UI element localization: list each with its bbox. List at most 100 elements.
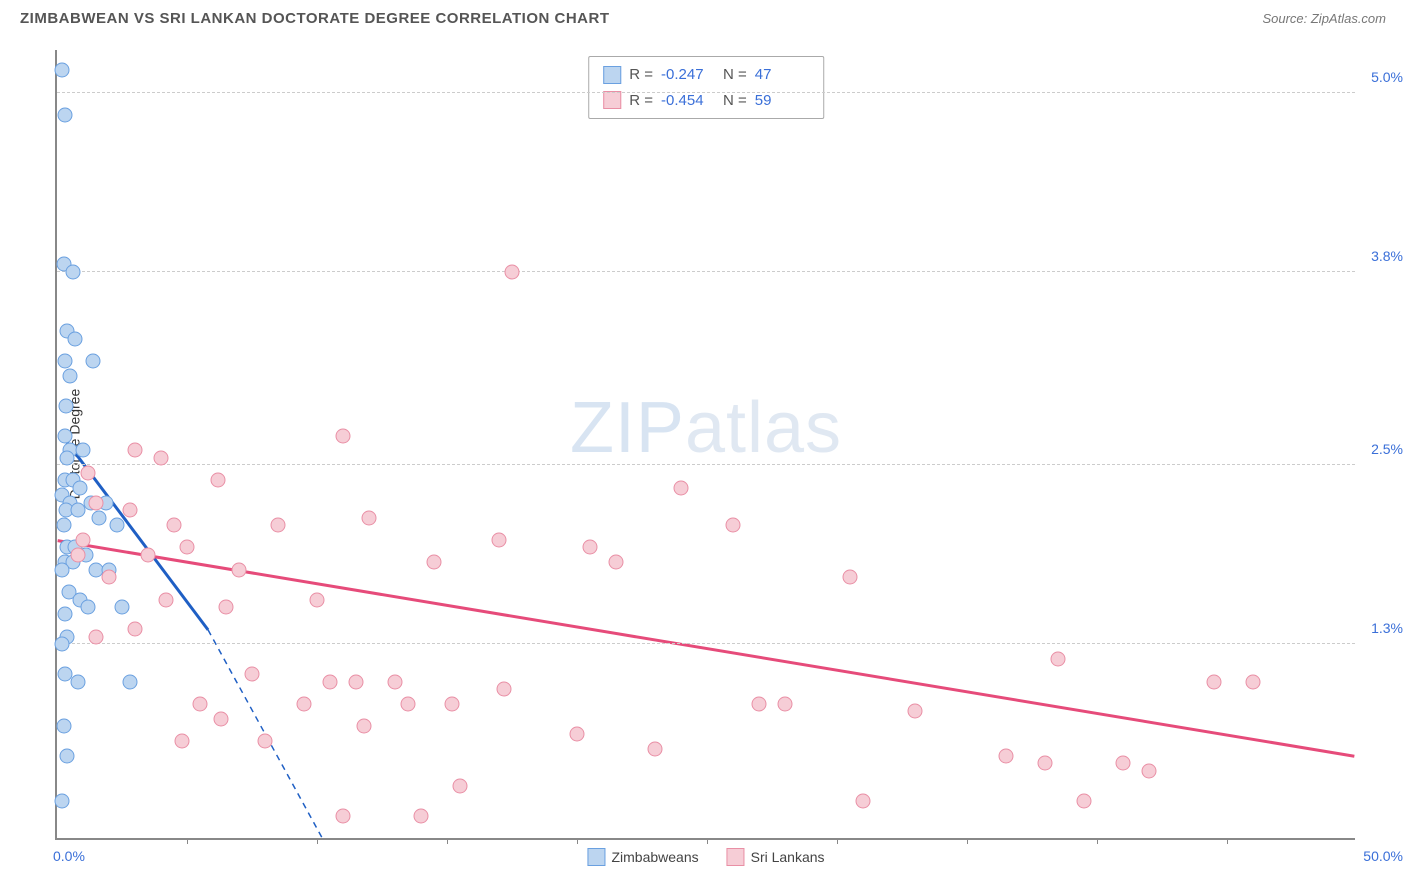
data-point (60, 450, 75, 465)
data-point (648, 741, 663, 756)
data-point (219, 599, 234, 614)
data-point (445, 696, 460, 711)
source-prefix: Source: (1262, 11, 1310, 26)
data-point (211, 473, 226, 488)
data-point (86, 354, 101, 369)
data-point (310, 592, 325, 607)
data-point (609, 555, 624, 570)
data-point (401, 696, 416, 711)
data-point (56, 719, 71, 734)
swatch-zimbabweans (587, 848, 605, 866)
x-tick-mark (317, 838, 318, 844)
n-label: N = (723, 62, 747, 88)
data-point (56, 517, 71, 532)
data-point (174, 734, 189, 749)
watermark: ZIPatlas (570, 387, 842, 469)
y-tick-label: 3.8% (1361, 248, 1403, 264)
series-label-srilankans: Sri Lankans (751, 849, 825, 865)
legend-item-srilankans: Sri Lankans (727, 848, 825, 866)
data-point (59, 398, 74, 413)
data-point (70, 547, 85, 562)
x-min-label: 0.0% (53, 848, 85, 864)
data-point (128, 443, 143, 458)
gridline (57, 92, 1355, 93)
trend-lines-layer (57, 50, 1355, 838)
x-tick-mark (1227, 838, 1228, 844)
data-point (1077, 793, 1092, 808)
n-value-zimbabweans: 47 (755, 62, 809, 88)
gridline (57, 643, 1355, 644)
data-point (856, 793, 871, 808)
data-point (115, 599, 130, 614)
watermark-light: atlas (685, 388, 842, 468)
x-tick-mark (837, 838, 838, 844)
x-tick-mark (1097, 838, 1098, 844)
y-tick-label: 1.3% (1361, 620, 1403, 636)
data-point (349, 674, 364, 689)
trend-line (58, 541, 1355, 757)
data-point (388, 674, 403, 689)
data-point (1038, 756, 1053, 771)
gridline (57, 464, 1355, 465)
series-legend: Zimbabweans Sri Lankans (587, 848, 824, 866)
data-point (362, 510, 377, 525)
data-point (55, 562, 70, 577)
data-point (91, 510, 106, 525)
data-point (180, 540, 195, 555)
data-point (65, 264, 80, 279)
data-point (297, 696, 312, 711)
data-point (414, 808, 429, 823)
data-point (323, 674, 338, 689)
data-point (271, 517, 286, 532)
data-point (68, 331, 83, 346)
data-point (89, 629, 104, 644)
data-point (1246, 674, 1261, 689)
chart-header: ZIMBABWEAN VS SRI LANKAN DOCTORATE DEGRE… (0, 0, 1406, 27)
r-value-zimbabweans: -0.247 (661, 62, 715, 88)
gridline (57, 271, 1355, 272)
chart-title: ZIMBABWEAN VS SRI LANKAN DOCTORATE DEGRE… (20, 10, 610, 27)
legend-row-zimbabweans: R = -0.247 N = 47 (603, 62, 809, 88)
data-point (102, 570, 117, 585)
data-point (1116, 756, 1131, 771)
data-point (427, 555, 442, 570)
y-tick-label: 5.0% (1361, 69, 1403, 85)
data-point (356, 719, 371, 734)
swatch-srilankans (727, 848, 745, 866)
data-point (154, 450, 169, 465)
data-point (141, 547, 156, 562)
data-point (497, 681, 512, 696)
data-point (778, 696, 793, 711)
x-tick-mark (707, 838, 708, 844)
data-point (55, 793, 70, 808)
data-point (159, 592, 174, 607)
data-point (57, 108, 72, 123)
data-point (55, 63, 70, 78)
watermark-bold: ZIP (570, 388, 685, 468)
data-point (81, 465, 96, 480)
source-name: ZipAtlas.com (1311, 11, 1386, 26)
data-point (1207, 674, 1222, 689)
series-label-zimbabweans: Zimbabweans (611, 849, 698, 865)
data-point (57, 428, 72, 443)
data-point (167, 517, 182, 532)
data-point (70, 674, 85, 689)
data-point (999, 749, 1014, 764)
data-point (843, 570, 858, 585)
data-point (752, 696, 767, 711)
data-point (109, 517, 124, 532)
data-point (73, 480, 88, 495)
data-point (213, 711, 228, 726)
source-attribution: Source: ZipAtlas.com (1262, 11, 1386, 26)
data-point (76, 532, 91, 547)
correlation-legend: R = -0.247 N = 47 R = -0.454 N = 59 (588, 56, 824, 119)
data-point (674, 480, 689, 495)
data-point (245, 667, 260, 682)
data-point (76, 443, 91, 458)
data-point (122, 503, 137, 518)
data-point (55, 637, 70, 652)
swatch-srilankans (603, 91, 621, 109)
x-tick-mark (187, 838, 188, 844)
scatter-chart: Doctorate Degree ZIPatlas R = -0.247 N =… (55, 50, 1355, 840)
r-label: R = (629, 62, 653, 88)
